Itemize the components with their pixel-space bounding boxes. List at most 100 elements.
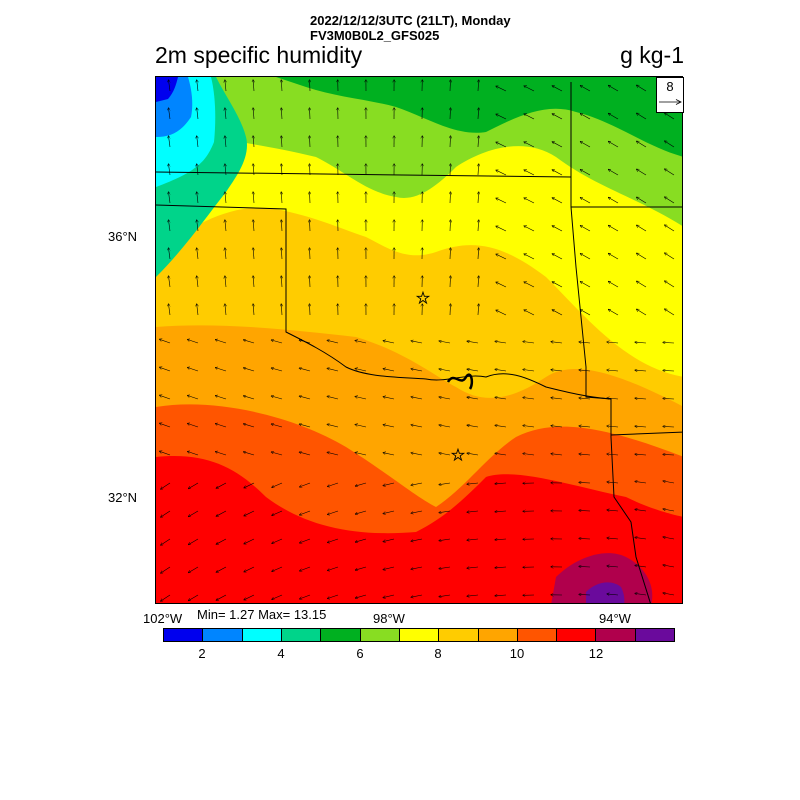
- wind-vector: [467, 539, 479, 540]
- wind-vector: [225, 276, 226, 288]
- wind-vector: [496, 254, 507, 260]
- wind-vector: [355, 566, 367, 570]
- wind-vector: [495, 341, 507, 344]
- lon-label-94w: 94°W: [599, 611, 631, 626]
- wind-vector: [478, 304, 479, 316]
- wind-vector: [467, 425, 479, 428]
- wind-vector: [272, 566, 283, 571]
- wind-vector: [609, 254, 619, 260]
- star-icon: ★: [416, 290, 429, 307]
- wind-vector: [607, 538, 619, 539]
- wind-vector: [225, 220, 226, 232]
- lat-label-32n: 32°N: [108, 490, 138, 505]
- wind-vector: [225, 304, 226, 316]
- wind-vector: [607, 454, 619, 455]
- wind-vector: [355, 369, 367, 372]
- wind-vector: [299, 452, 311, 456]
- wind-vector: [637, 253, 647, 260]
- colorbar-swatch: [596, 629, 636, 641]
- wind-vector: [579, 454, 591, 455]
- humidity-fill-bands: [156, 77, 682, 603]
- wind-vector: [637, 141, 647, 148]
- wind-vector: [327, 340, 339, 344]
- wind-vector: [467, 483, 479, 484]
- wind-vector: [467, 511, 479, 512]
- wind-vector: [310, 80, 311, 92]
- wind-vector: [609, 142, 619, 148]
- wind-vector: [579, 426, 591, 427]
- wind-vector: [450, 304, 451, 316]
- wind-vector: [580, 282, 591, 288]
- wind-vector: [496, 198, 507, 204]
- wind-vector: [253, 136, 254, 148]
- wind-vector: [524, 198, 535, 204]
- wind-vector: [169, 304, 171, 316]
- wind-vector: [169, 192, 171, 204]
- wind-vector: [216, 594, 227, 600]
- wind-vector: [197, 220, 198, 232]
- colorbar-swatch: [242, 629, 282, 641]
- wind-vector: [328, 482, 339, 487]
- wind-vector: [383, 510, 395, 514]
- wind-vector: [467, 595, 479, 596]
- wind-vector: [310, 304, 311, 316]
- wind-vector: [478, 80, 479, 92]
- wind-vector: [552, 254, 563, 260]
- wind-vector: [281, 220, 282, 232]
- wind-vector: [523, 426, 535, 428]
- wind-vector: [299, 340, 311, 344]
- wind-vector: [244, 340, 255, 344]
- wind-vector: [327, 396, 339, 400]
- wind-vector: [478, 220, 479, 232]
- wind-vector: [524, 226, 535, 232]
- wind-vector: [169, 276, 171, 288]
- wind-vector: [665, 281, 675, 288]
- colorbar-swatch: [203, 629, 243, 641]
- colorbar-swatch: [321, 629, 361, 641]
- wind-vector: [579, 342, 591, 343]
- colorbar-label: 4: [277, 646, 285, 661]
- lon-label-98w: 98°W: [373, 611, 405, 626]
- wind-vector: [450, 80, 451, 92]
- wind-vector: [635, 398, 647, 399]
- colorbar-swatch: [164, 629, 204, 641]
- wind-vector: [160, 339, 171, 344]
- wind-vector: [383, 397, 395, 400]
- wind-vector: [450, 192, 451, 204]
- wind-vector: [495, 539, 507, 540]
- wind-vector: [609, 310, 619, 316]
- wind-vector: [607, 342, 619, 343]
- wind-vector: [188, 368, 199, 372]
- wind-vector: [635, 481, 647, 484]
- wind-vector: [439, 566, 451, 569]
- wind-vector: [467, 453, 479, 456]
- wind-vector: [580, 310, 591, 316]
- wind-vector: [635, 509, 647, 512]
- wind-vector: [495, 397, 507, 400]
- wind-vector: [355, 341, 367, 344]
- wind-vector: [188, 452, 199, 456]
- wind-vector: [637, 197, 647, 204]
- wind-vector: [197, 248, 198, 260]
- wind-vector: [197, 192, 198, 204]
- wind-vector: [169, 164, 171, 176]
- wind-vector: [579, 398, 591, 399]
- wind-vector: [253, 220, 254, 232]
- wind-vector: [495, 567, 507, 568]
- wind-vector: [188, 396, 199, 400]
- wind-vector: [383, 566, 395, 570]
- wind-vector: [552, 114, 563, 120]
- wind-vector: [523, 370, 535, 372]
- wind-vector: [355, 425, 367, 428]
- wind-vector: [189, 482, 199, 489]
- wind-vector: [169, 220, 171, 232]
- wind-vector: [609, 198, 619, 204]
- wind-vector: [635, 537, 647, 540]
- wind-vector: [523, 342, 535, 344]
- wind-vector: [411, 341, 423, 344]
- wind-vector: [310, 136, 311, 148]
- wind-vector: [609, 170, 619, 176]
- wind-vector: [637, 169, 647, 176]
- wind-vector: [225, 192, 226, 204]
- wind-vector: [551, 426, 563, 427]
